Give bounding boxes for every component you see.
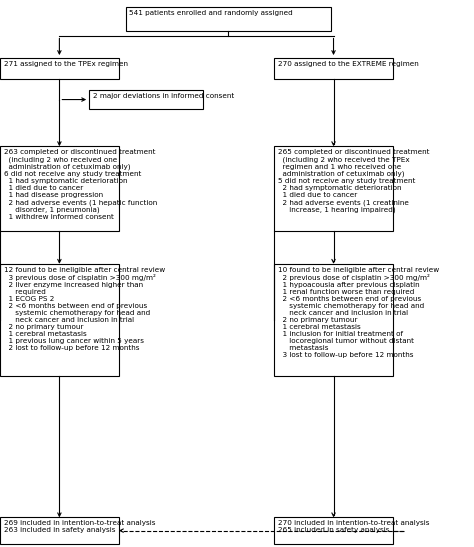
Text: 265 completed or discontinued treatment
  (including 2 who received the TPEx
  r: 265 completed or discontinued treatment … xyxy=(278,149,429,213)
FancyBboxPatch shape xyxy=(274,58,393,79)
FancyBboxPatch shape xyxy=(274,517,393,544)
FancyBboxPatch shape xyxy=(126,7,331,31)
FancyBboxPatch shape xyxy=(0,517,119,544)
Text: 10 found to be ineligible after central review
  2 previous dose of cisplatin >3: 10 found to be ineligible after central … xyxy=(278,267,439,358)
Text: 270 assigned to the EXTREME regimen: 270 assigned to the EXTREME regimen xyxy=(278,61,419,67)
FancyBboxPatch shape xyxy=(274,146,393,231)
FancyBboxPatch shape xyxy=(0,58,119,79)
Text: 2 major deviations in informed consent: 2 major deviations in informed consent xyxy=(93,93,234,98)
Text: 269 included in intention-to-treat analysis
263 included in safety analysis: 269 included in intention-to-treat analy… xyxy=(4,520,155,533)
Text: 541 patients enrolled and randomly assigned: 541 patients enrolled and randomly assig… xyxy=(129,9,293,15)
FancyBboxPatch shape xyxy=(0,264,119,376)
FancyBboxPatch shape xyxy=(0,146,119,231)
Text: 271 assigned to the TPEx regimen: 271 assigned to the TPEx regimen xyxy=(4,61,128,67)
FancyBboxPatch shape xyxy=(274,264,393,376)
Text: 263 completed or discontinued treatment
  (including 2 who received one
  admini: 263 completed or discontinued treatment … xyxy=(4,149,157,220)
Text: 12 found to be ineligible after central review
  3 previous dose of cisplatin >3: 12 found to be ineligible after central … xyxy=(4,267,165,351)
FancyBboxPatch shape xyxy=(89,90,203,109)
Text: 270 included in intention-to-treat analysis
265 included in safety analysis: 270 included in intention-to-treat analy… xyxy=(278,520,429,533)
